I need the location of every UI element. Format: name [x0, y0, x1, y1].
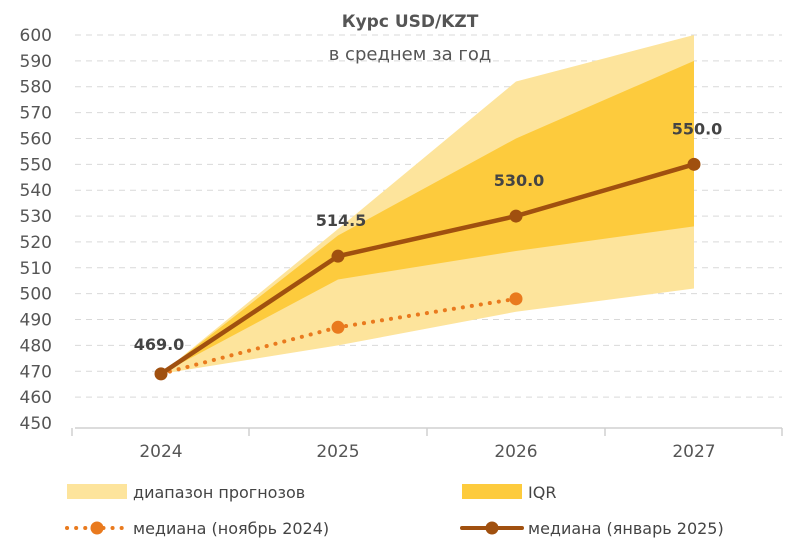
chart-title: Курс USD/KZT [342, 12, 479, 32]
y-tick-label: 530 [20, 207, 52, 227]
band-iqr [161, 60, 694, 374]
series-line-1 [158, 162, 697, 377]
x-tick-label: 2026 [494, 442, 537, 462]
legend-label: диапазон прогнозов [133, 483, 305, 502]
x-tick-label: 2025 [316, 442, 359, 462]
data-point [687, 157, 701, 171]
y-tick-label: 480 [20, 336, 52, 356]
data-point [509, 292, 523, 306]
data-point [331, 249, 345, 263]
y-tick-label: 560 [20, 129, 52, 149]
y-tick-label: 460 [20, 388, 52, 408]
legend-swatch [67, 484, 127, 499]
y-tick-label: 520 [20, 233, 52, 253]
legend-label: IQR [528, 483, 556, 502]
legend-marker [90, 521, 104, 535]
legend-label: медиана (январь 2025) [528, 519, 724, 538]
data-label: 469.0 [134, 335, 185, 354]
x-tick-label: 2027 [672, 442, 715, 462]
y-tick-label: 590 [20, 52, 52, 72]
data-label: 530.0 [494, 171, 545, 190]
legend-label: медиана (ноябрь 2024) [133, 519, 329, 538]
y-tick-label: 540 [20, 181, 52, 201]
data-point [509, 209, 523, 223]
y-tick-label: 580 [20, 78, 52, 98]
data-label: 550.0 [672, 119, 723, 138]
data-point [331, 320, 345, 334]
y-tick-label: 470 [20, 362, 52, 382]
legend-marker [485, 521, 499, 535]
data-label: 514.5 [316, 211, 367, 230]
y-tick-label: 550 [20, 155, 52, 175]
data-point [154, 367, 168, 381]
y-tick-label: 450 [20, 414, 52, 434]
y-tick-label: 600 [20, 26, 52, 46]
chart-subtitle: в среднем за год [329, 44, 492, 65]
y-tick-label: 570 [20, 104, 52, 124]
x-tick-label: 2024 [139, 442, 182, 462]
y-tick-label: 510 [20, 259, 52, 279]
legend-swatch [462, 484, 522, 499]
y-tick-label: 500 [20, 285, 52, 305]
y-tick-label: 490 [20, 311, 52, 331]
